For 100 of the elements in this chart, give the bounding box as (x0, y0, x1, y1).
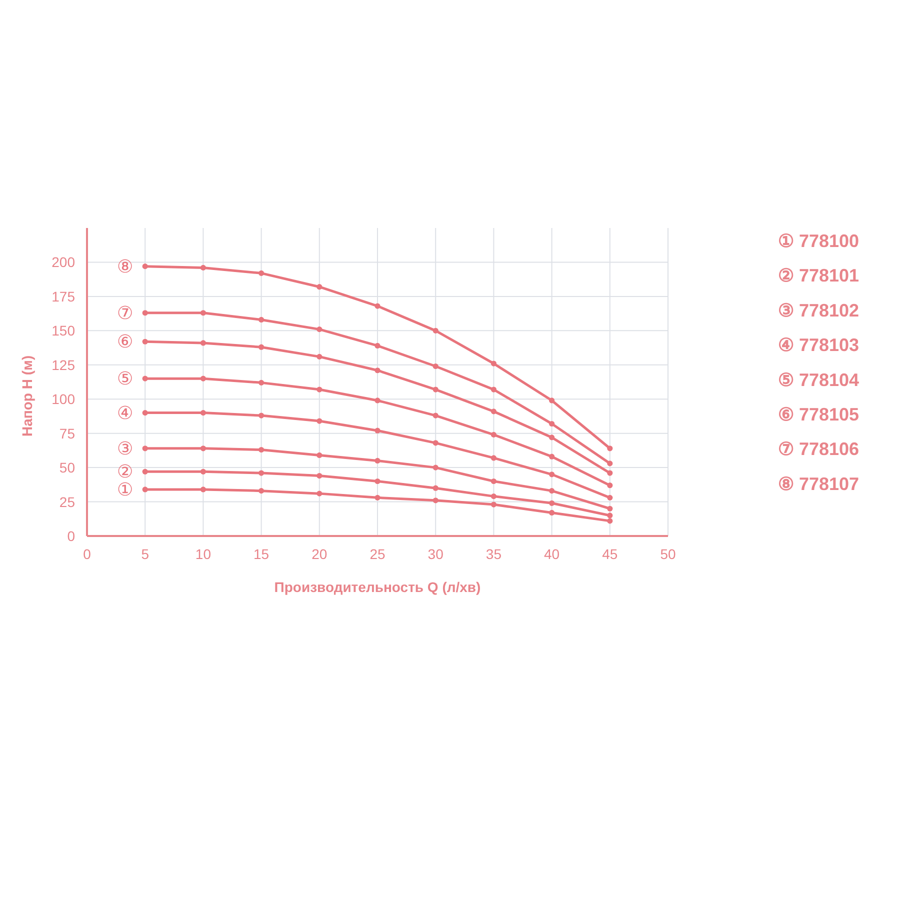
y-tick-label: 150 (52, 322, 76, 339)
x-tick-label: 30 (428, 546, 444, 562)
point (374, 458, 380, 464)
point (432, 363, 438, 370)
x-tick-label: 20 (312, 546, 328, 562)
point (374, 398, 380, 404)
point (490, 502, 496, 508)
point (200, 446, 206, 452)
point (258, 380, 264, 386)
point (142, 468, 148, 474)
series-label: ① (117, 479, 134, 500)
point (142, 486, 148, 492)
point (432, 498, 438, 504)
x-tick-label: 0 (83, 546, 92, 562)
series-label: ⑤ (117, 368, 134, 389)
x-tick-label: 15 (254, 546, 270, 562)
point (316, 452, 322, 458)
text: ⑤ 778104 (778, 370, 860, 390)
x-tick-label: 25 (370, 546, 386, 562)
point (200, 468, 206, 474)
point (142, 338, 148, 344)
point (374, 342, 380, 349)
x-tick-label: 50 (660, 546, 676, 562)
point (258, 270, 264, 276)
point (258, 316, 264, 323)
point (374, 368, 380, 374)
point (316, 472, 322, 479)
point (490, 408, 496, 414)
point (316, 490, 322, 496)
point (607, 470, 613, 476)
point (374, 494, 380, 500)
point (607, 460, 613, 466)
y-tick-label: 100 (52, 391, 76, 408)
point (549, 398, 555, 404)
point (432, 412, 438, 418)
point (142, 376, 148, 382)
series-label: ② (117, 462, 134, 482)
point (374, 478, 380, 484)
point (316, 386, 322, 392)
point (549, 434, 555, 440)
y-tick-label: 175 (52, 288, 76, 304)
point (258, 412, 264, 418)
point (432, 328, 438, 334)
point (200, 376, 206, 382)
point (258, 446, 264, 453)
text: ⑧ 778107 (778, 474, 860, 494)
point (607, 512, 613, 518)
point (374, 428, 380, 434)
y-tick-label: 200 (52, 254, 76, 270)
point (432, 464, 438, 470)
y-tick-label: 0 (67, 528, 76, 544)
series-label: ③ (117, 438, 134, 458)
text: ① 778100 (778, 231, 860, 251)
point (258, 488, 264, 494)
point (142, 410, 148, 416)
point (607, 506, 613, 512)
point (490, 455, 496, 461)
text: ② 778101 (778, 266, 860, 286)
y-axis-title: Напор H (м) (19, 355, 35, 437)
x-tick-label: 40 (544, 546, 560, 562)
x-tick-label: 5 (141, 546, 150, 562)
series-label: ⑧ (117, 256, 134, 276)
x-tick-label: 10 (195, 546, 212, 562)
text: ④ 778103 (778, 335, 860, 356)
y-tick-label: 125 (52, 356, 76, 373)
point (432, 485, 438, 491)
point (142, 446, 148, 452)
point (316, 418, 322, 424)
point (316, 354, 322, 360)
series-label: ⑦ (117, 302, 134, 323)
point (258, 470, 264, 476)
point (490, 432, 496, 438)
point (200, 410, 206, 416)
point (549, 420, 555, 427)
point (549, 510, 555, 516)
point (258, 344, 264, 350)
y-tick-label: 25 (59, 494, 76, 510)
point (142, 310, 148, 316)
point (607, 482, 613, 488)
point (200, 340, 206, 346)
point (490, 386, 496, 392)
point (142, 264, 148, 270)
point (316, 326, 322, 332)
point (316, 284, 322, 290)
point (607, 494, 613, 500)
point (607, 518, 613, 524)
y-tick-label: 50 (59, 460, 76, 476)
point (200, 486, 206, 492)
point (607, 446, 613, 452)
x-tick-label: 45 (602, 546, 618, 562)
point (549, 500, 555, 506)
point (549, 472, 555, 478)
point (374, 303, 380, 309)
series-label: ⑥ (117, 332, 134, 352)
series-label: ④ (117, 402, 134, 423)
point (200, 264, 206, 270)
point (490, 478, 496, 484)
y-tick-label: 75 (59, 425, 76, 442)
text: ⑦ 778106 (778, 439, 860, 460)
point (490, 360, 496, 366)
